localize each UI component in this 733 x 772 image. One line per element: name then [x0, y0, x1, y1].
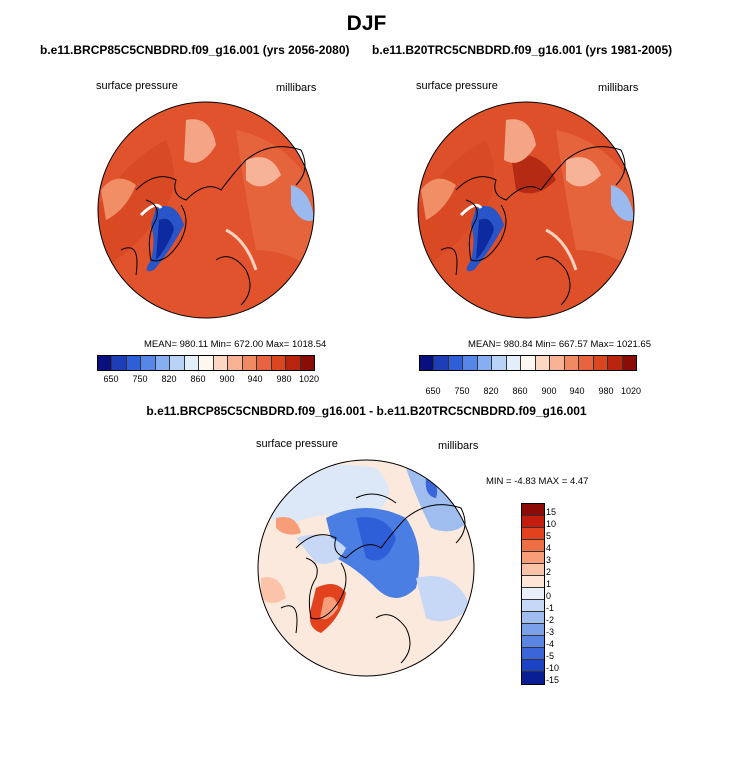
tick-label: 820 [483, 386, 499, 396]
tick-label: 650 [103, 374, 119, 384]
tick-label: 900 [219, 374, 235, 384]
tick-label: 900 [541, 386, 557, 396]
tick-label: -3 [546, 627, 555, 637]
tick-label: 750 [454, 386, 470, 396]
tick-label: 4 [546, 543, 552, 553]
diff-case-title: b.e11.BRCP85C5CNBDRD.f09_g16.001 - b.e11… [146, 404, 587, 418]
tick-label: 750 [132, 374, 148, 384]
tick-label: -2 [546, 615, 555, 625]
tick-label: 1 [546, 579, 552, 589]
tick-label: -4 [546, 639, 555, 649]
right-variable-label: surface pressure [416, 80, 498, 92]
tick-label: 860 [512, 386, 528, 396]
right-polar-map [417, 101, 635, 319]
tick-label: 940 [247, 374, 263, 384]
left-polar-map [97, 101, 315, 319]
tick-label: 5 [546, 531, 552, 541]
tick-label: 10 [546, 519, 557, 529]
tick-label: 0 [546, 591, 552, 601]
tick-label: 3 [546, 555, 552, 565]
diff-variable-label: surface pressure [256, 438, 338, 450]
tick-label: 1020 [620, 386, 642, 396]
right-units-label: millibars [598, 82, 639, 94]
diff-colorbar-ticks: 15 10 5 4 3 2 1 0 -1 -2 -3 -4 -5 -10 -15 [546, 507, 576, 687]
tick-label: -15 [546, 675, 560, 685]
tick-label: 650 [425, 386, 441, 396]
tick-label: 860 [190, 374, 206, 384]
left-variable-label: surface pressure [96, 80, 178, 92]
diff-units-label: millibars [438, 440, 479, 452]
tick-label: -10 [546, 663, 560, 673]
left-units-label: millibars [276, 82, 317, 94]
right-colorbar-ticks: 650 750 820 860 900 940 980 1020 [419, 386, 641, 398]
left-colorbar [97, 355, 315, 371]
tick-label: -5 [546, 651, 555, 661]
tick-label: 2 [546, 567, 552, 577]
right-stats: MEAN= 980.84 Min= 667.57 Max= 1021.65 [468, 339, 651, 350]
right-colorbar [419, 355, 637, 371]
right-case-title: b.e11.B20TRC5CNBDRD.f09_g16.001 (yrs 198… [372, 43, 673, 57]
diff-colorbar [521, 503, 545, 685]
diff-polar-map [257, 459, 475, 677]
tick-label: 820 [161, 374, 177, 384]
tick-label: 980 [598, 386, 614, 396]
tick-label: 15 [546, 507, 557, 517]
diff-stats: MIN = -4.83 MAX = 4.47 [486, 476, 589, 487]
tick-label: 940 [569, 386, 585, 396]
left-colorbar-ticks: 650 750 820 860 900 940 980 1020 [97, 374, 319, 386]
tick-label: -1 [546, 603, 555, 613]
tick-label: 1020 [298, 374, 320, 384]
figure-title: DJF [346, 12, 387, 35]
left-stats: MEAN= 980.11 Min= 672.00 Max= 1018.54 [144, 339, 327, 350]
tick-label: 980 [276, 374, 292, 384]
left-case-title: b.e11.BRCP85C5CNBDRD.f09_g16.001 (yrs 20… [40, 43, 350, 57]
